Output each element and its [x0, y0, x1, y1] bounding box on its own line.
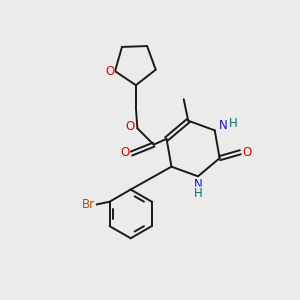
- Text: O: O: [242, 146, 252, 159]
- Text: H: H: [229, 117, 238, 130]
- Text: O: O: [125, 120, 135, 133]
- Text: N: N: [219, 118, 227, 131]
- Text: O: O: [120, 146, 130, 159]
- Text: O: O: [105, 64, 114, 78]
- Text: N: N: [194, 178, 202, 191]
- Text: Br: Br: [82, 198, 95, 211]
- Text: H: H: [194, 187, 202, 200]
